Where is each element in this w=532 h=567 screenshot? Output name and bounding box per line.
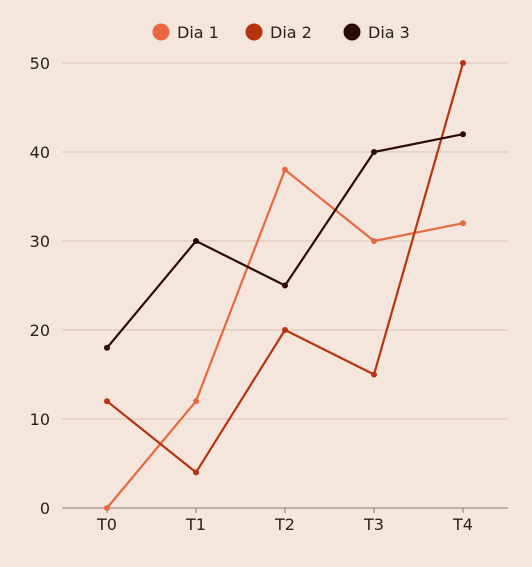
- y-tick-label: 20: [30, 321, 50, 340]
- legend: Dia 1 Dia 2 Dia 3: [152, 23, 410, 42]
- series-layer: [104, 60, 466, 511]
- point-dia-2-t2: [282, 327, 288, 333]
- point-dia-3-t4: [460, 131, 466, 138]
- x-tick-label: T2: [274, 515, 295, 534]
- point-dia-2-t1: [193, 469, 199, 476]
- legend-item-dia-1: Dia 1: [152, 23, 219, 42]
- y-tick-label: 0: [40, 499, 50, 518]
- legend-swatch: [343, 23, 361, 41]
- y-tick-label: 40: [30, 143, 50, 162]
- point-dia-2-t4: [460, 60, 466, 66]
- legend-swatch: [245, 23, 263, 41]
- y-tick-label: 50: [30, 54, 50, 73]
- point-dia-1-t4: [460, 220, 466, 227]
- legend-label: Dia 2: [270, 23, 312, 42]
- legend-swatch: [152, 23, 170, 41]
- legend-item-dia-3: Dia 3: [343, 23, 410, 42]
- x-tick-label: T1: [185, 515, 206, 534]
- point-dia-3-t1: [193, 238, 199, 244]
- y-tick-label: 10: [30, 410, 50, 429]
- axes: 0 10 20 30 40 50 T0 T1 T2 T3 T4: [30, 54, 508, 534]
- point-dia-1-t3: [371, 238, 377, 244]
- grid: [62, 62, 508, 420]
- x-tick-label: T4: [452, 515, 473, 534]
- legend-label: Dia 1: [177, 23, 219, 42]
- point-dia-1-t1: [193, 398, 199, 405]
- point-dia-3-t0: [104, 344, 110, 351]
- point-dia-1-t2: [282, 166, 288, 173]
- series-line-dia-1: [106, 168, 464, 509]
- point-dia-1-t0: [104, 505, 110, 511]
- legend-label: Dia 3: [368, 23, 410, 42]
- legend-item-dia-2: Dia 2: [245, 23, 312, 42]
- point-dia-2-t0: [104, 398, 110, 405]
- x-tick-label: T3: [363, 515, 384, 534]
- point-dia-2-t3: [371, 371, 377, 378]
- x-tick-label: T0: [96, 515, 117, 534]
- y-tick-label: 30: [30, 232, 50, 251]
- point-dia-3-t2: [282, 282, 288, 289]
- series-line-dia-2: [106, 62, 465, 474]
- point-dia-3-t3: [371, 149, 377, 155]
